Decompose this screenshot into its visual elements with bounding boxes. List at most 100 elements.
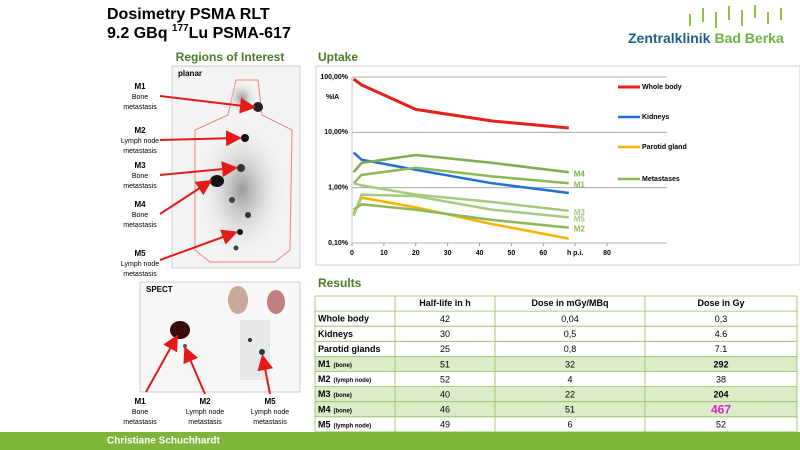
table-row [315,326,797,342]
footer-text: Christiane Schuchhardt [107,436,220,447]
table-cell: 51 [565,405,575,415]
legend-label: Whole body [642,84,682,91]
annotation-text: metastasis [188,419,222,426]
results-table: Half-life in h Dose in mGy/MBq Dose in Gy W… [314,295,798,433]
logo-name: Zentralklinik [628,30,711,46]
annotation-id: M5 [264,397,276,406]
x-tick-label: 10 [380,250,388,257]
arrow [145,334,178,393]
y-tick-label: 10,00% [324,129,349,136]
row-name: M4 [318,405,331,415]
annotation-text: Bone [132,173,148,180]
line-series [352,193,569,219]
series-end-label: M2 [574,225,586,234]
y-axis-label: %IA [326,94,339,101]
series-end-label: M1 [574,180,586,189]
table-cell: 49 [440,420,450,430]
table-cell: 292 [713,359,728,369]
row-label: Kidneys [318,329,353,339]
table-row [315,341,797,357]
annotation-text: Lymph node [251,409,289,416]
row-name: M5 [318,420,331,430]
table-cell: 46 [440,405,450,415]
arrow [159,161,238,178]
row-name: Parotid glands [318,344,381,354]
logo-bars [689,5,782,28]
table-row [315,371,797,387]
arrow [159,179,213,215]
series-end-label: M5 [574,215,586,224]
legend-label: Metastases [642,176,680,183]
arrow [159,229,238,261]
table-row [315,356,797,372]
row-name: M3 [318,390,331,400]
table-cell: 22 [565,390,575,400]
table-cell: 38 [716,374,726,384]
table-cell: 52 [440,374,450,384]
legend-label: Kidneys [642,114,669,121]
y-tick-label: 1,00% [328,185,349,192]
annotation-text: metastasis [123,148,157,155]
image-label: SPECT [146,285,173,294]
footer-bar [0,432,800,450]
arrow [159,130,242,147]
row-label: M4 (bone) [318,405,352,415]
row-name: Whole body [318,314,369,324]
table-cell: 4.6 [715,329,728,339]
table-row [315,416,797,432]
x-tick-label: 60 [539,250,547,257]
subtitle-sup: 177 [172,23,189,34]
annotation-text: Lymph node [121,138,159,145]
line-series [353,182,569,213]
row-label: M2 (lymph node) [318,374,371,384]
planar-image [171,65,301,269]
annotation-text: metastasis [123,419,157,426]
column-header: Dose in Gy [697,298,744,308]
table-cell: 0,3 [715,314,728,324]
row-note: (bone) [334,393,352,399]
table-row [315,311,797,327]
row-note: (lymph node) [334,423,372,429]
legend-label: Parotid gland [642,144,687,151]
line-series [352,203,569,229]
x-tick-label: 80 [603,250,611,257]
table-cell: 52 [716,420,726,430]
section-title: Uptake [318,50,358,64]
x-tick-label: 0 [350,250,354,257]
logo: Zentralklinik Bad Berka [628,30,784,46]
table-row [315,386,797,402]
x-tick-label: 30 [444,250,452,257]
row-label: M5 (lymph node) [318,420,371,430]
x-tick-label: h p.i. [567,250,583,257]
table-cell: 40 [440,390,450,400]
line-series [352,166,569,185]
row-note: (bone) [334,363,352,369]
table-cell: 7.1 [715,344,728,354]
table-cell: 32 [565,359,575,369]
annotation-id: M2 [199,397,211,406]
image-label: planar [178,69,202,78]
annotation-id: M2 [134,126,146,135]
subtitle-suffix: Lu PSMA-617 [189,25,291,42]
annotation-text: Lymph node [121,261,159,268]
annotation-text: Lymph node [186,409,224,416]
annotation-text: metastasis [123,271,157,278]
table-cell: 467 [711,402,731,416]
table-cell: 51 [440,359,450,369]
annotation-text: metastasis [123,222,157,229]
subtitle-prefix: 9.2 GBq [107,25,172,42]
line-series [352,151,569,195]
row-label: M3 (bone) [318,390,352,400]
x-tick-label: 50 [507,250,515,257]
series-end-label: M3 [574,208,586,217]
logo-accent: Bad Berka [714,30,783,46]
x-tick-label: 40 [476,250,484,257]
title: Dosimetry PSMA RLT [107,6,270,23]
column-header: Half-life in h [419,298,471,308]
table-cell: 0,5 [564,329,577,339]
arrow [257,354,274,395]
row-note: (bone) [334,408,352,414]
annotation-text: Bone [132,94,148,101]
table-cell: 4 [567,374,572,384]
